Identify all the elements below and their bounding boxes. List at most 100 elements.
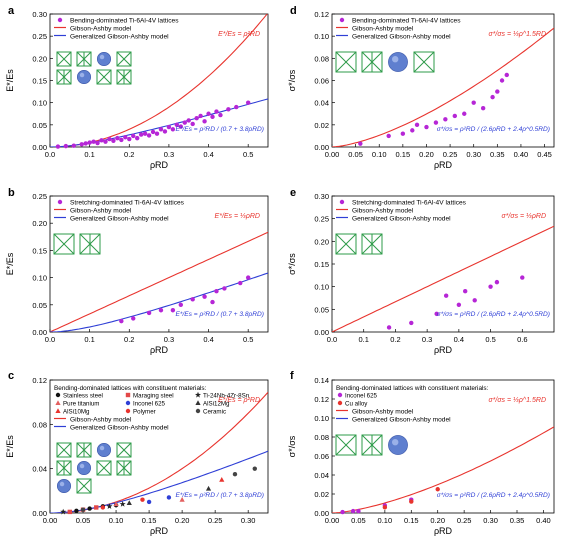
data-point <box>520 275 525 280</box>
data-point <box>245 100 251 105</box>
data-point <box>87 506 92 511</box>
x-tick-label: 0.20 <box>430 516 445 525</box>
data-point <box>435 487 440 492</box>
legend-label: Generalized Gibson-Ashby model <box>70 34 169 41</box>
data-point <box>142 131 148 136</box>
data-point <box>490 94 495 100</box>
y-tick-label: 0.10 <box>32 99 47 108</box>
x-tick-label: 0.40 <box>514 150 529 159</box>
x-tick-label: 0.3 <box>164 335 174 344</box>
generalized-equation: σ*/σs = ρ²RD / (2.6ρRD + 2.4ρ^0.5RD) <box>437 311 550 318</box>
x-tick-label: 0.6 <box>517 335 527 344</box>
lattice-strut-icon <box>335 434 357 456</box>
lattice-strut-icon <box>56 51 72 67</box>
data-point <box>150 129 156 135</box>
data-point <box>356 508 361 514</box>
x-tick-label: 0.40 <box>536 516 551 525</box>
data-point <box>462 111 467 116</box>
gibson-ashby-equation: σ*/σs = ⅓ρRD <box>501 213 546 220</box>
lattice-cube-icon <box>56 51 72 67</box>
legend-marker <box>57 17 63 23</box>
y-tick-label: 0.00 <box>32 328 47 337</box>
data-point <box>111 138 116 143</box>
x-tick-label: 0.10 <box>109 516 124 525</box>
legend-title: Bending-dominated lattices with constitu… <box>54 385 207 392</box>
lattice-cube-icon <box>56 442 72 458</box>
lattice-sphere-icon <box>76 460 92 476</box>
y-tick-label: 0.02 <box>314 490 329 499</box>
x-tick-label: 0.0 <box>327 335 337 344</box>
data-point <box>166 495 172 500</box>
generalized-equation: E*/Es = ρ²RD / (0.7 + 3.8ρRD) <box>175 311 264 318</box>
gibson-ashby-curve <box>332 225 554 332</box>
data-point <box>100 505 106 510</box>
data-point <box>386 133 391 139</box>
generalized-gibson-ashby-curve <box>50 450 268 513</box>
y-axis-label: σ*/σs <box>287 253 297 275</box>
data-point <box>131 316 136 321</box>
data-point <box>471 100 476 105</box>
x-tick-label: 0.4 <box>203 335 213 344</box>
x-tick-label: 0.45 <box>537 150 552 159</box>
data-point <box>214 109 219 114</box>
y-tick-label: 0.05 <box>314 305 329 314</box>
lattice-strut-icon <box>96 460 112 476</box>
data-point <box>87 140 92 145</box>
data-point <box>106 503 113 509</box>
lattice-highlight-icon <box>392 439 399 446</box>
x-tick-label: 0.1 <box>84 335 94 344</box>
x-tick-label: 0.5 <box>485 335 495 344</box>
x-tick-label: 0.5 <box>243 150 253 159</box>
legend-marker <box>337 392 343 398</box>
y-tick-label: 0.06 <box>314 452 329 461</box>
data-point <box>94 505 99 510</box>
x-tick-label: 0.30 <box>483 516 498 525</box>
data-point <box>158 308 164 313</box>
x-tick-label: 0.1 <box>84 150 94 159</box>
data-point <box>340 509 345 515</box>
legend-label: Gibson-Ashby model <box>70 208 132 215</box>
data-point <box>138 132 144 137</box>
legend-label: Bending-dominated Ti-6Al-4V lattices <box>70 18 179 25</box>
data-point <box>234 104 239 110</box>
lattice-highlight-icon <box>99 445 105 451</box>
y-tick-label: 0.02 <box>314 121 329 130</box>
data-point <box>218 112 223 118</box>
data-point <box>170 308 176 313</box>
data-point <box>113 501 119 507</box>
panel-e: e 0.00 0.05 0.10 0.15 0.20 0.25 0.30 0.0 0.1 0.2 0.… <box>287 187 555 355</box>
y-axis-label: E*/Es <box>5 252 15 275</box>
data-point <box>210 114 215 120</box>
gibson-ashby-equation: E*/Es = ρ²RD <box>218 31 260 38</box>
lattice-cube-icon <box>53 233 75 255</box>
data-point <box>186 118 191 123</box>
data-point <box>190 121 195 127</box>
y-tick-label: 0.10 <box>314 414 329 423</box>
lattice-cube-icon <box>335 233 357 255</box>
x-axis-label: ρRD <box>150 345 169 355</box>
data-point <box>350 508 356 514</box>
legend-marker <box>57 199 63 205</box>
legend-label: Maraging steel <box>133 393 174 400</box>
lattice-cube-icon <box>76 478 92 494</box>
legend-title: Bending-dominated lattices with constitu… <box>336 385 489 392</box>
y-tick-label: 0.05 <box>32 301 47 310</box>
data-point <box>443 117 448 122</box>
y-tick-label: 0.20 <box>314 237 329 246</box>
legend-label: Generalized Gibson-Ashby model <box>352 417 451 424</box>
data-point <box>63 143 69 149</box>
generalized-equation: E*/Es = ρ²RD / (0.7 + 3.8ρRD) <box>175 126 264 133</box>
data-point <box>60 508 67 515</box>
data-point <box>382 505 388 510</box>
y-tick-label: 0.10 <box>314 283 329 292</box>
legend-marker <box>55 408 61 413</box>
data-point <box>170 127 176 132</box>
panel-d: d 0.00 0.02 0.04 0.06 0.08 0.10 0.12 0.00 0.05 0.1… <box>287 5 555 170</box>
x-tick-label: 0.15 <box>142 516 157 525</box>
data-point <box>226 107 231 112</box>
gibson-ashby-curve <box>50 231 268 332</box>
legend-label: AlSi10Mg <box>63 409 90 416</box>
lattice-cube-icon <box>335 434 357 456</box>
lattice-sphere-icon <box>96 442 112 458</box>
x-tick-label: 0.05 <box>351 516 366 525</box>
